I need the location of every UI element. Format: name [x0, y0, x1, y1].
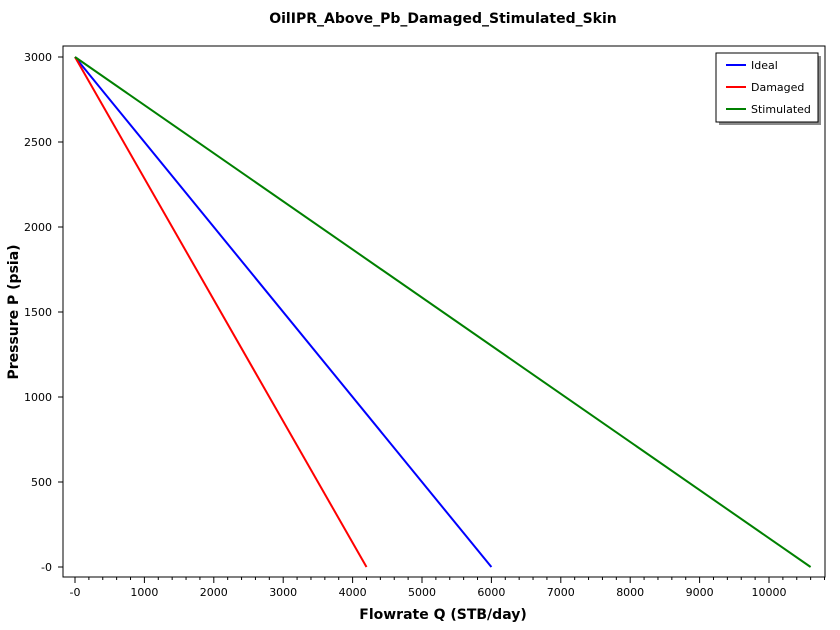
x-tick-label: 8000 — [616, 586, 644, 599]
x-tick-label: -0 — [70, 586, 81, 599]
x-tick-label: 7000 — [547, 586, 575, 599]
x-tick-label: 3000 — [269, 586, 297, 599]
x-tick-label: 6000 — [477, 586, 505, 599]
chart-title: OilIPR_Above_Pb_Damaged_Stimulated_Skin — [269, 11, 617, 27]
series-line-ideal — [74, 56, 493, 568]
x-tick-label: 2000 — [200, 586, 228, 599]
series-layer — [74, 56, 812, 568]
legend: Ideal Damaged Stimulated — [715, 52, 821, 125]
y-tick-label: 3000 — [24, 51, 52, 64]
legend-label-damaged: Damaged — [751, 81, 804, 94]
x-axis: -0 1000 2000 3000 4000 5000 6000 7000 8000 9000 10… — [70, 577, 826, 599]
series-line-damaged — [74, 56, 368, 568]
y-tick-label: 500 — [31, 476, 52, 489]
x-tick-label: 5000 — [408, 586, 436, 599]
legend-label-stimulated: Stimulated — [751, 103, 811, 116]
y-axis: -0 500 1000 1500 2000 2500 3000 — [24, 51, 63, 574]
series-line-stimulated — [74, 56, 812, 568]
legend-label-ideal: Ideal — [751, 59, 778, 72]
x-tick-label: 9000 — [686, 586, 714, 599]
y-tick-label: -0 — [41, 561, 52, 574]
y-axis-title: Pressure P (psia) — [6, 244, 22, 379]
x-tick-label: 4000 — [339, 586, 367, 599]
y-tick-label: 2500 — [24, 136, 52, 149]
x-axis-title: Flowrate Q (STB/day) — [359, 607, 526, 623]
x-tick-label: 10000 — [752, 586, 787, 599]
y-tick-label: 1500 — [24, 306, 52, 319]
y-tick-label: 2000 — [24, 221, 52, 234]
x-tick-label: 1000 — [130, 586, 158, 599]
y-tick-label: 1000 — [24, 391, 52, 404]
